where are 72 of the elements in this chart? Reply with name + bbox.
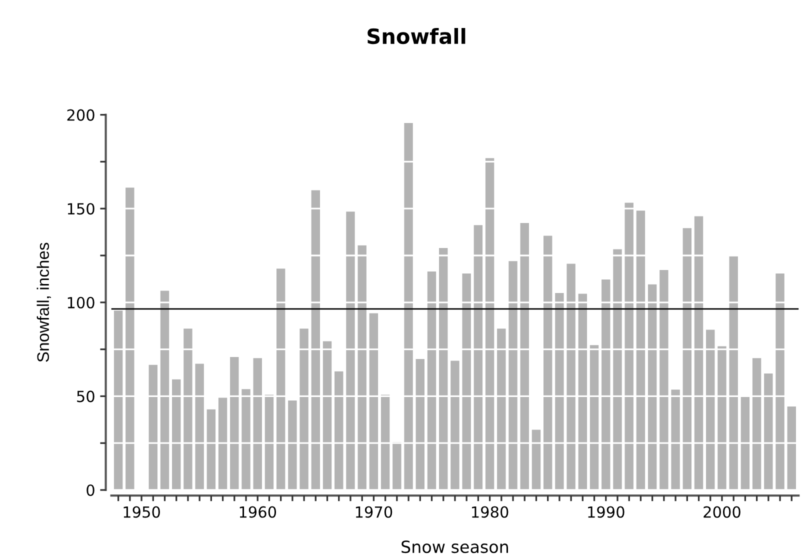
x-tick-label: 1950 <box>124 506 160 518</box>
x-tick-label: 1960 <box>240 506 276 518</box>
bar <box>369 313 378 490</box>
bar <box>334 371 344 490</box>
bar <box>462 274 471 490</box>
chart-title: Snowfall <box>368 28 466 44</box>
bar <box>114 310 123 490</box>
bar <box>520 223 529 490</box>
bar <box>380 394 390 490</box>
bar <box>264 394 274 490</box>
y-tick-label: 150 <box>68 203 94 215</box>
bar <box>682 228 692 490</box>
bar <box>590 345 599 490</box>
bar <box>764 374 773 490</box>
bar <box>613 249 622 490</box>
bar <box>555 293 564 490</box>
bar <box>624 202 634 490</box>
bar <box>311 190 320 490</box>
bar <box>718 346 726 490</box>
y-tick-label: 50 <box>77 390 94 402</box>
bar <box>300 328 308 490</box>
y-axis-title: Snowfall, inches <box>36 242 51 362</box>
bar <box>648 284 657 490</box>
bar <box>532 430 541 490</box>
bar <box>508 261 518 490</box>
bar <box>184 328 192 490</box>
bar <box>195 364 204 490</box>
bar <box>566 264 576 490</box>
bar <box>253 358 262 490</box>
bar <box>474 225 483 490</box>
bar <box>602 280 610 490</box>
bar <box>404 123 413 490</box>
bar <box>288 400 297 490</box>
y-tick-label: 200 <box>67 109 94 121</box>
bar <box>230 356 239 490</box>
bar <box>636 210 646 490</box>
bar <box>322 341 332 490</box>
x-tick-label: 1970 <box>356 506 392 518</box>
bar <box>671 390 680 490</box>
bar <box>416 359 424 490</box>
bar <box>740 396 750 490</box>
bar <box>787 406 796 490</box>
bar <box>450 360 460 490</box>
bar <box>206 409 216 490</box>
x-tick-label: 1980 <box>472 506 508 518</box>
bar <box>346 212 355 490</box>
bar <box>427 271 436 490</box>
x-tick-label: 1990 <box>588 506 624 518</box>
bar <box>752 358 762 490</box>
bar <box>578 294 588 490</box>
bar <box>439 248 448 490</box>
bar <box>276 268 286 490</box>
bar <box>729 256 738 490</box>
bar <box>706 330 715 490</box>
bar <box>497 328 506 490</box>
bar <box>660 270 668 490</box>
y-tick-label: 0 <box>86 484 94 496</box>
x-axis-title: Snow season <box>402 540 508 554</box>
bar <box>543 236 552 490</box>
bar <box>392 442 402 490</box>
bar <box>694 216 704 490</box>
bar <box>172 379 181 490</box>
bar <box>218 398 228 490</box>
x-tick-label: 2000 <box>704 506 740 518</box>
bar <box>148 364 158 490</box>
bar <box>485 158 494 490</box>
bar <box>242 389 250 490</box>
y-tick-label: 100 <box>68 296 94 308</box>
bar <box>126 188 134 490</box>
bar <box>160 290 170 490</box>
bar <box>358 245 366 490</box>
bar <box>776 274 784 490</box>
